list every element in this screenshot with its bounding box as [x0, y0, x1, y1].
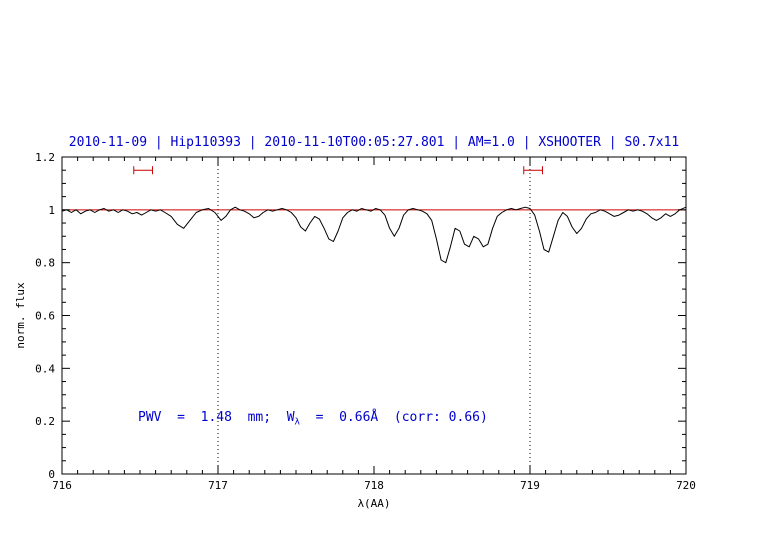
y-tick-label: 0.8 [35, 257, 55, 270]
x-axis-label: λ(AA) [357, 497, 390, 510]
x-tick-label: 719 [520, 479, 540, 492]
pwv-annotation-lambda-subscript: λ [294, 417, 300, 428]
y-tick-label: 0.4 [35, 362, 55, 375]
x-tick-label: 720 [676, 479, 696, 492]
spectrum-line [61, 206, 687, 264]
plot-title: 2010-11-09 | Hip110393 | 2010-11-10T00:0… [68, 135, 680, 150]
x-tick-label: 718 [364, 479, 384, 492]
y-tick-label: 0.6 [35, 310, 55, 323]
y-tick-label: 1.2 [35, 151, 55, 164]
pwv-annotation-post: = 0.66Å (corr: 0.66) [299, 410, 488, 425]
y-axis-label: norm. flux [14, 282, 27, 349]
pwv-annotation: PWV = 1.48 mm; Wλ = 0.66Å (corr: 0.66) [138, 410, 488, 428]
pwv-annotation-pre: PWV = 1.48 mm; W [138, 410, 295, 425]
y-tick-label: 1 [48, 204, 55, 217]
y-tick-label: 0 [48, 468, 55, 481]
y-tick-label: 0.2 [35, 415, 55, 428]
x-tick-label: 717 [208, 479, 228, 492]
x-tick-label: 716 [52, 479, 72, 492]
